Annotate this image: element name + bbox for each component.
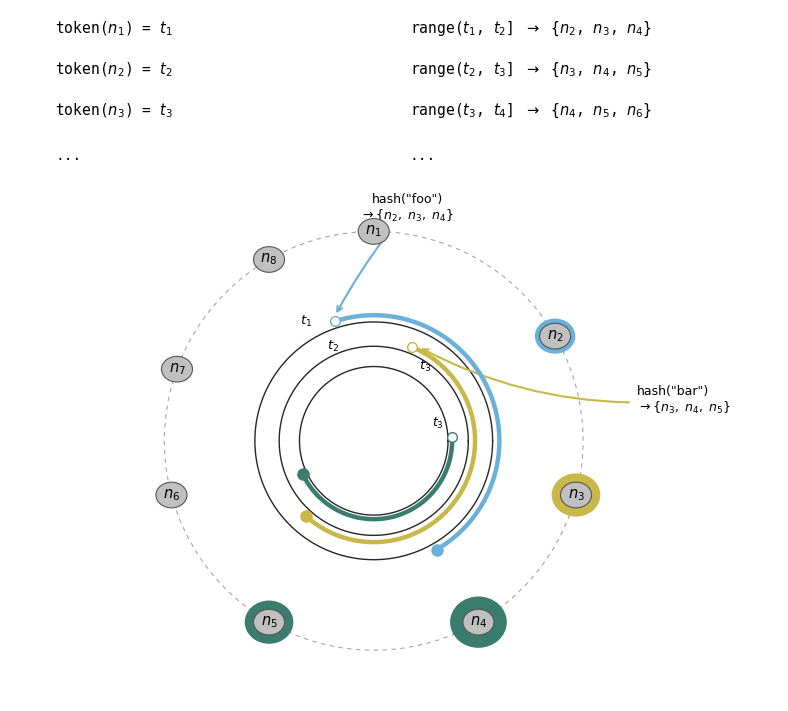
Ellipse shape xyxy=(249,605,289,639)
Ellipse shape xyxy=(552,474,600,517)
Ellipse shape xyxy=(560,482,592,508)
Text: $n_6$: $n_6$ xyxy=(163,487,180,503)
Ellipse shape xyxy=(156,482,187,508)
Text: $n_4$: $n_4$ xyxy=(470,614,487,630)
Text: $n_5$: $n_5$ xyxy=(261,614,277,630)
Ellipse shape xyxy=(254,609,284,635)
Text: $t_3$: $t_3$ xyxy=(419,359,431,374)
Text: range($t_1$, $t_2$] $\rightarrow$ {$n_2$, $n_3$, $n_4$}: range($t_1$, $t_2$] $\rightarrow$ {$n_2$… xyxy=(410,20,652,38)
Text: $t_2$: $t_2$ xyxy=(327,338,340,354)
Ellipse shape xyxy=(450,597,507,648)
Ellipse shape xyxy=(459,605,498,639)
Ellipse shape xyxy=(556,478,596,513)
Text: $n_2$: $n_2$ xyxy=(547,328,563,344)
Text: range($t_2$, $t_3$] $\rightarrow$ {$n_3$, $n_4$, $n_5$}: range($t_2$, $t_3$] $\rightarrow$ {$n_3$… xyxy=(410,60,652,79)
Ellipse shape xyxy=(245,601,293,643)
Ellipse shape xyxy=(359,218,389,245)
Text: $n_8$: $n_8$ xyxy=(261,252,277,267)
Text: token($n_1$) = $t_1$: token($n_1$) = $t_1$ xyxy=(55,20,173,38)
Text: token($n_3$) = $t_3$: token($n_3$) = $t_3$ xyxy=(55,101,173,119)
Text: $t_1$: $t_1$ xyxy=(300,314,312,329)
Text: $t_3$: $t_3$ xyxy=(432,416,444,431)
Ellipse shape xyxy=(254,247,284,272)
Text: $n_3$: $n_3$ xyxy=(567,487,585,503)
Text: $n_7$: $n_7$ xyxy=(169,361,185,377)
Text: $n_1$: $n_1$ xyxy=(366,223,382,240)
Text: hash("foo")
$\rightarrow \{n_2,\ n_3,\ n_4\}$: hash("foo") $\rightarrow \{n_2,\ n_3,\ n… xyxy=(337,193,455,311)
Ellipse shape xyxy=(463,609,494,635)
Text: token($n_2$) = $t_2$: token($n_2$) = $t_2$ xyxy=(55,60,173,79)
Text: hash("bar")
$\rightarrow \{n_3,\ n_4,\ n_5\}$: hash("bar") $\rightarrow \{n_3,\ n_4,\ n… xyxy=(423,349,731,416)
Ellipse shape xyxy=(162,356,192,382)
Ellipse shape xyxy=(540,324,571,349)
Text: ...: ... xyxy=(55,149,81,164)
Text: ...: ... xyxy=(410,149,436,164)
Ellipse shape xyxy=(455,601,503,643)
Text: range($t_3$, $t_4$] $\rightarrow$ {$n_4$, $n_5$, $n_6$}: range($t_3$, $t_4$] $\rightarrow$ {$n_4$… xyxy=(410,101,652,119)
Ellipse shape xyxy=(535,319,575,353)
